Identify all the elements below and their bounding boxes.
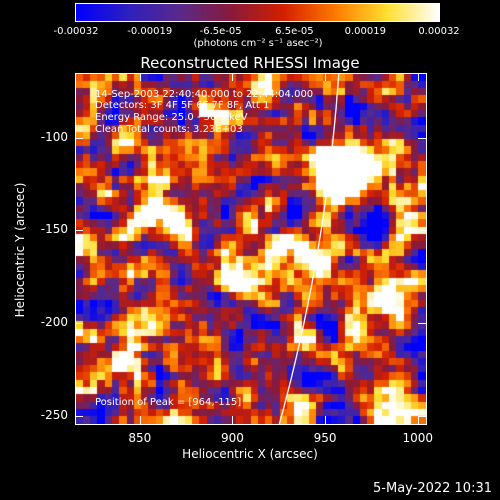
y-tick-label: -250: [40, 407, 68, 422]
x-tick-mark: [325, 416, 327, 424]
x-tick-label: 1000: [402, 431, 434, 445]
colorbar-tick-label: -0.00032: [53, 26, 99, 37]
y-tick-mark: [75, 230, 83, 232]
colorbar-tick-label: -6.5e-05: [199, 26, 242, 37]
colorbar-tick-label: 0.00019: [344, 26, 386, 37]
x-tick-label: 850: [128, 431, 152, 445]
annotation-peak: Position of Peak = [964,-115]: [95, 397, 242, 408]
x-axis-label: Heliocentric X (arcsec): [182, 447, 318, 461]
x-tick-mark: [139, 73, 141, 81]
solar-limb-line: [278, 74, 340, 424]
x-tick-mark: [139, 416, 141, 424]
chart-title: Reconstructed RHESSI Image: [140, 54, 360, 72]
y-tick-mark: [75, 137, 83, 139]
colorbar-tick-label: -0.00019: [127, 26, 173, 37]
y-tick-mark: [75, 323, 83, 325]
x-tick-mark: [232, 416, 234, 424]
colorbar: [75, 3, 440, 22]
solar-limb: [278, 74, 340, 424]
x-tick-mark: [417, 416, 419, 424]
y-tick-mark: [418, 230, 426, 232]
y-tick-mark: [75, 415, 83, 417]
annotation-counts: Clean Total counts: 3.23E+03: [95, 124, 243, 135]
y-tick-label: -150: [40, 222, 68, 237]
y-axis-label: Heliocentric Y (arcsec): [13, 182, 27, 318]
colorbar-tick-label: 6.5e-05: [275, 26, 314, 37]
y-tick-label: -100: [40, 129, 68, 144]
x-tick-mark: [232, 73, 234, 81]
colorbar-unit: (photons cm⁻² s⁻¹ asec⁻²): [193, 38, 323, 49]
date-stamp: 5-May-2022 10:31: [373, 481, 492, 496]
y-tick-label: -200: [40, 315, 68, 330]
x-tick-label: 950: [313, 431, 337, 445]
x-tick-label: 900: [221, 431, 244, 445]
annotation-energy: Energy Range: 25.0 - 50.0 keV: [95, 112, 248, 123]
y-tick-mark: [418, 415, 426, 417]
y-tick-mark: [418, 323, 426, 325]
y-tick-mark: [418, 137, 426, 139]
colorbar-tick-label: 0.00032: [418, 26, 460, 37]
plot-area: [75, 73, 427, 425]
annotation-detectors: Detectors: 3F 4F 5F 6F 7F 8F, Att 1: [95, 100, 270, 111]
x-tick-mark: [325, 73, 327, 81]
heatmap-image: [76, 74, 426, 424]
annotation-time: 14-Sep-2003 22:40:40.000 to 22:44:04.000: [95, 89, 314, 100]
x-tick-mark: [417, 73, 419, 81]
